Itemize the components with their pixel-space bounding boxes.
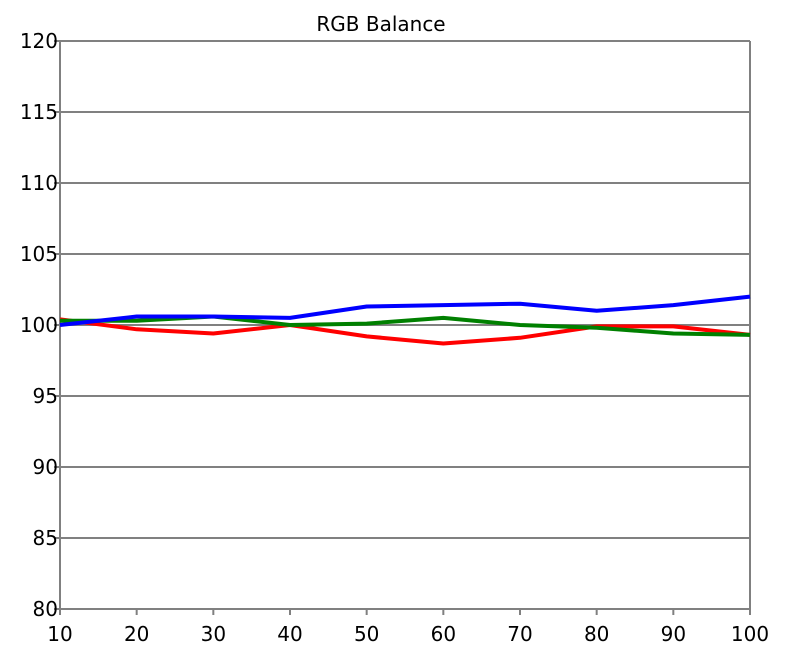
- x-tick-label: 100: [731, 622, 769, 646]
- y-tick-label: 115: [20, 100, 58, 124]
- y-tick-label: 95: [33, 384, 58, 408]
- series-line-2: [59, 294, 751, 327]
- x-tick-label: 10: [47, 622, 72, 646]
- x-tick-label: 30: [201, 622, 226, 646]
- x-tick-label: 20: [124, 622, 149, 646]
- x-tick-label: 40: [277, 622, 302, 646]
- chart-title: RGB Balance: [316, 12, 445, 36]
- y-tick-label: 80: [33, 597, 58, 621]
- y-tick-label: 85: [33, 526, 58, 550]
- x-tick-label: 60: [431, 622, 456, 646]
- x-tick-label: 50: [354, 622, 379, 646]
- series-line-1: [60, 314, 751, 337]
- y-tick-label: 105: [20, 242, 58, 266]
- series-line-0: [59, 317, 751, 346]
- x-tick-label: 90: [661, 622, 686, 646]
- y-tick-label: 120: [20, 29, 58, 53]
- y-tick-label: 90: [33, 455, 58, 479]
- x-tick-label: 80: [584, 622, 609, 646]
- tick-labels: 80 85 90 95 100 105 110 115 120 10 20 30 40 50 60 70 80 9…: [20, 29, 769, 646]
- x-tick-label: 70: [507, 622, 532, 646]
- series-lines: [59, 294, 751, 346]
- y-tick-label: 100: [20, 313, 58, 337]
- y-tick-label: 110: [20, 171, 58, 195]
